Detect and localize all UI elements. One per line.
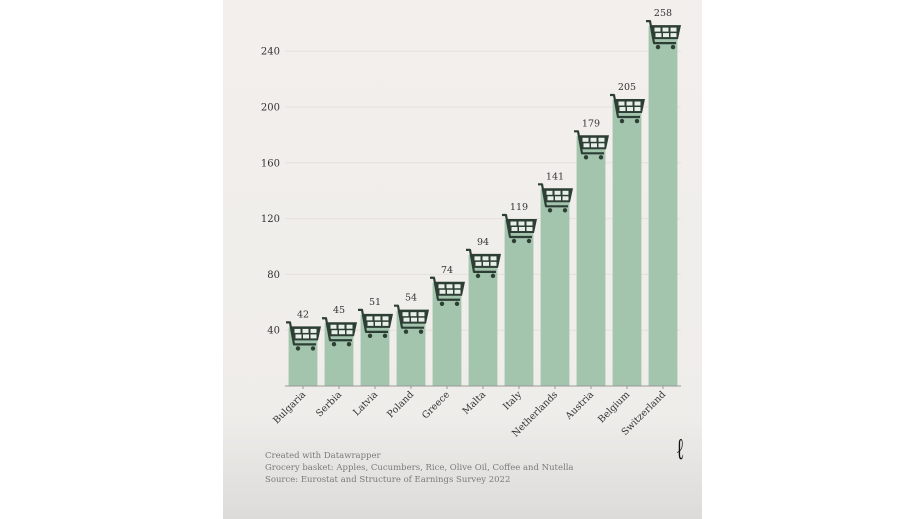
y-axis: 40 80 120 160 200 240	[261, 47, 280, 337]
shopping-cart-icon	[502, 213, 537, 244]
x-tick-label: Latvia	[351, 389, 380, 418]
footer-credit: Created with Datawrapper	[265, 451, 381, 461]
data-label: 119	[510, 202, 528, 213]
bar	[504, 219, 534, 386]
data-label: 45	[333, 305, 345, 316]
shopping-cart-icon	[286, 321, 321, 351]
data-label: 42	[297, 309, 309, 320]
brand-logo-icon: ℓ	[676, 432, 685, 467]
y-tick-label: 80	[267, 270, 280, 281]
data-label: 258	[654, 8, 672, 19]
shopping-cart-icon	[646, 19, 681, 50]
shopping-cart-icon	[322, 317, 357, 347]
bar	[540, 189, 570, 386]
bar	[648, 26, 678, 387]
x-tick-label: Poland	[385, 389, 416, 420]
shopping-cart-icon	[538, 183, 573, 213]
bars: 42 45 51 54 74 94 119 141 179 205 258	[286, 8, 681, 387]
shopping-cart-icon	[430, 276, 465, 306]
data-label: 94	[477, 237, 489, 248]
shopping-cart-icon	[358, 308, 393, 339]
shopping-cart-icon	[394, 304, 429, 334]
y-tick-label: 200	[261, 103, 280, 114]
y-tick-label: 40	[267, 326, 280, 337]
bar-chart: 40 80 120 160 200 240 42 45 51 54 74 94 119 141 179 20…	[261, 8, 681, 439]
shopping-cart-icon	[610, 93, 645, 124]
x-axis: Bulgaria Serbia Latvia Poland Greece Malta Ita…	[271, 385, 681, 439]
bar	[612, 100, 642, 387]
y-tick-label: 160	[261, 158, 280, 169]
x-tick-label: Serbia	[314, 389, 344, 419]
x-tick-label: Austria	[563, 389, 596, 422]
data-label: 205	[618, 82, 636, 93]
y-tick-label: 120	[261, 214, 280, 225]
footer-source: Source: Eurostat and Structure of Earnin…	[265, 475, 511, 485]
data-label: 141	[546, 171, 564, 182]
data-label: 54	[405, 293, 417, 304]
x-tick-label: Malta	[461, 389, 489, 417]
data-label: 179	[582, 118, 600, 129]
shopping-cart-icon	[466, 248, 501, 279]
shopping-cart-icon	[574, 130, 609, 160]
x-tick-label: Belgium	[596, 389, 632, 425]
y-tick-label: 240	[261, 47, 280, 58]
footer-note: Grocery basket: Apples, Cucumbers, Rice,…	[265, 463, 574, 473]
bar	[576, 136, 606, 386]
x-tick-label: Bulgaria	[271, 389, 308, 426]
data-label: 51	[369, 297, 381, 308]
x-tick-label: Greece	[420, 389, 452, 421]
x-tick-label: Italy	[501, 389, 525, 413]
chart-card: 40 80 120 160 200 240 42 45 51 54 74 94 119 141 179 20…	[223, 0, 702, 519]
data-label: 74	[441, 265, 453, 276]
